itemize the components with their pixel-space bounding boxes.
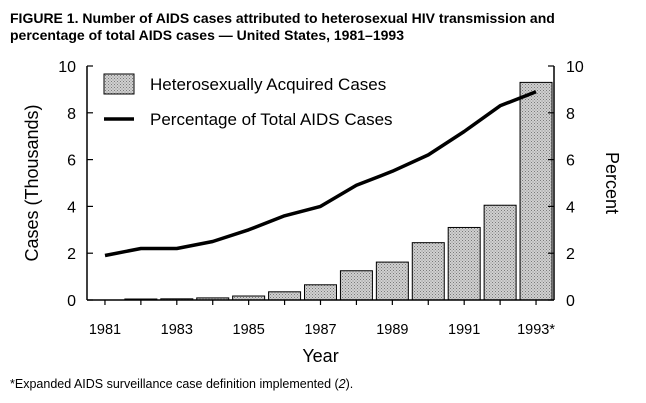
x-tick-label-6: 1993* (517, 322, 555, 338)
bar-1993 (519, 81, 553, 301)
bar-1991 (447, 226, 481, 301)
bar-1986 (268, 291, 302, 301)
line-layer (104, 90, 537, 258)
y2-tick-label-4: 4 (566, 199, 575, 216)
y-axis-label: Cases (Thousands) (22, 104, 42, 261)
footnote-marker: * (10, 377, 15, 391)
y2-tick-label-2: 2 (566, 246, 575, 263)
y-tick-label-10: 10 (58, 59, 76, 76)
legend-label-line: Percentage of Total AIDS Cases (150, 110, 393, 129)
x-tick-label-1: 1983 (161, 322, 193, 338)
y2-tick-label-0: 0 (566, 293, 575, 310)
bar-1989 (375, 261, 409, 301)
legend-label-bars: Heterosexually Acquired Cases (150, 75, 386, 94)
y-tick-label-0: 0 (67, 293, 76, 310)
y2-tick-label-6: 6 (566, 153, 575, 170)
legend: Heterosexually Acquired Cases Percentage … (103, 73, 393, 129)
figure-title: FIGURE 1. Number of AIDS cases attribute… (10, 10, 640, 44)
y-tick-label-8: 8 (67, 106, 76, 123)
footnote: *Expanded AIDS surveillance case definit… (10, 377, 353, 391)
x-tick-label-0: 1981 (89, 322, 121, 338)
y2-axis-label: Percent (602, 152, 622, 214)
y-tick-label-2: 2 (67, 246, 76, 263)
y-tick-label-4: 4 (67, 199, 76, 216)
y-tick-label-6: 6 (67, 153, 76, 170)
axes-layer: 0 2 4 6 8 10 0 2 4 6 8 10 1981 1983 1985 1987 1989 1991 19… (58, 59, 584, 338)
x-tick-label-3: 1987 (304, 322, 336, 338)
bar-1987 (304, 284, 337, 301)
bars-layer (124, 81, 553, 301)
footnote-ref: 2 (338, 377, 346, 391)
axis-labels: Year Cases (Thousands) Percent (22, 104, 622, 366)
x-tick-label-4: 1989 (376, 322, 408, 338)
y2-tick-label-8: 8 (566, 106, 575, 123)
footnote-end: ). (345, 377, 354, 391)
y2-tick-label-10: 10 (566, 59, 584, 76)
footnote-text: Expanded AIDS surveillance case definiti… (14, 377, 339, 391)
figure-title-line1: FIGURE 1. Number of AIDS cases attribute… (10, 10, 555, 26)
x-tick-label-2: 1985 (233, 322, 265, 338)
legend-swatch-bars (103, 73, 135, 95)
bar-1992 (483, 204, 517, 301)
bar-1988 (339, 270, 373, 301)
bar-1990 (411, 242, 445, 301)
percentage-line (104, 90, 537, 258)
x-tick-label-5: 1991 (448, 322, 480, 338)
figure-title-line2: percentage of total AIDS cases — United … (10, 27, 404, 43)
x-axis-label: Year (302, 346, 338, 366)
